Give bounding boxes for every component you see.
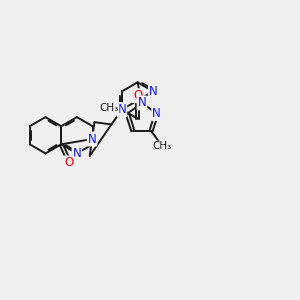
Text: O: O [133, 89, 142, 102]
Text: N: N [73, 147, 81, 160]
Text: N: N [152, 107, 161, 120]
Text: N: N [118, 103, 126, 116]
Text: N: N [88, 133, 97, 146]
Text: N: N [138, 97, 146, 110]
Text: O: O [64, 157, 74, 169]
Text: N: N [149, 85, 158, 98]
Text: CH₃: CH₃ [100, 103, 119, 113]
Text: CH₃: CH₃ [153, 141, 172, 152]
